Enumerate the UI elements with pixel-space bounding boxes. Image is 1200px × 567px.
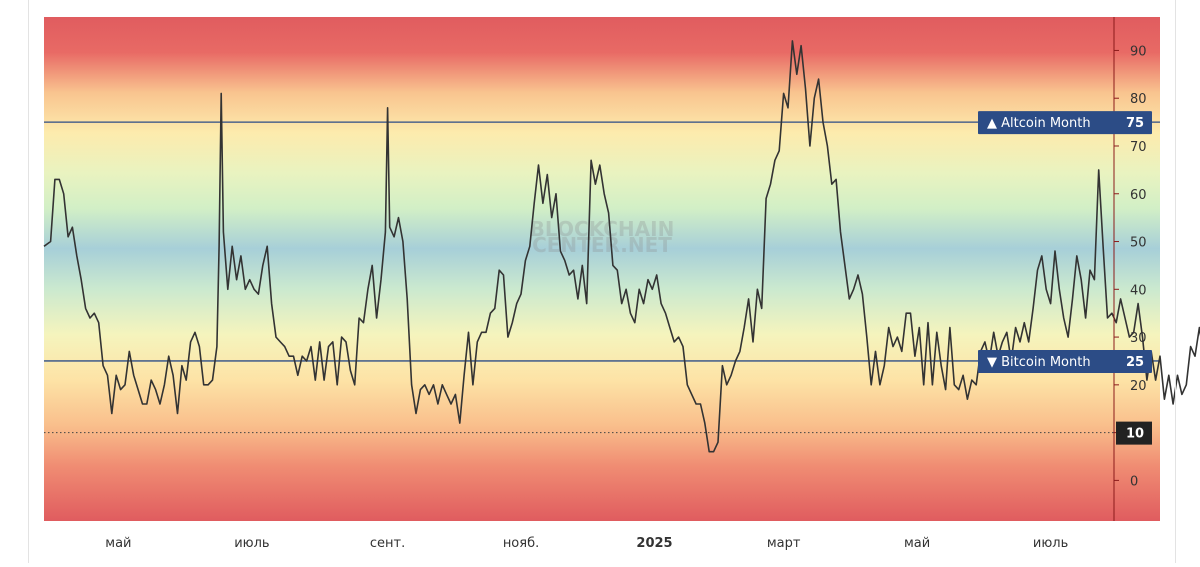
threshold-badge-label: ▼ Bitcoin Month xyxy=(987,355,1091,370)
watermark: BLOCKCHAIN CENTER.NET xyxy=(530,217,675,257)
series-layer xyxy=(43,40,1200,453)
threshold-badge xyxy=(978,111,1152,135)
threshold-badge-value: 25 xyxy=(1126,355,1144,370)
threshold-badge-value: 75 xyxy=(1126,116,1144,131)
x-tick-label: июль xyxy=(1033,536,1068,551)
last-value-badge-label: 10 xyxy=(1126,427,1144,442)
series-line xyxy=(43,40,1200,453)
frame-border-left xyxy=(28,0,29,563)
y-tick-label: 70 xyxy=(1130,140,1147,155)
x-tick-label: май xyxy=(904,536,930,551)
y-tick-label: 50 xyxy=(1130,236,1147,251)
threshold-badge xyxy=(978,349,1152,373)
y-tick-label: 80 xyxy=(1130,92,1147,107)
threshold-lines xyxy=(44,121,1160,434)
y-tick-label: 40 xyxy=(1130,283,1147,298)
x-tick-label: нояб. xyxy=(503,536,539,551)
y-tick-label: 20 xyxy=(1130,379,1147,394)
y-tick-label: 0 xyxy=(1130,474,1138,489)
frame-border-right xyxy=(1175,0,1176,563)
watermark-line-2: CENTER.NET xyxy=(532,233,672,257)
value-badges: ▲ Altcoin Month 75 ▼ Bitcoin Month 25 10 xyxy=(978,111,1152,445)
x-tick-label: сент. xyxy=(370,536,405,551)
x-tick-label: май xyxy=(105,536,131,551)
y-tick-label: 60 xyxy=(1130,188,1147,203)
y-tick-label: 90 xyxy=(1130,44,1147,59)
x-tick-label: 2025 xyxy=(636,536,672,551)
y-tick-label: 30 xyxy=(1130,331,1147,346)
watermark-line-1: BLOCKCHAIN xyxy=(530,217,675,241)
x-axis-ticks: май июль сент. нояб. 2025 март май июль xyxy=(105,536,1068,551)
x-tick-label: март xyxy=(767,536,801,551)
sentiment-gradient-background xyxy=(44,17,1160,521)
threshold-badge-label: ▲ Altcoin Month xyxy=(987,116,1091,131)
last-value-badge xyxy=(1116,421,1152,445)
x-tick-label: июль xyxy=(234,536,269,551)
